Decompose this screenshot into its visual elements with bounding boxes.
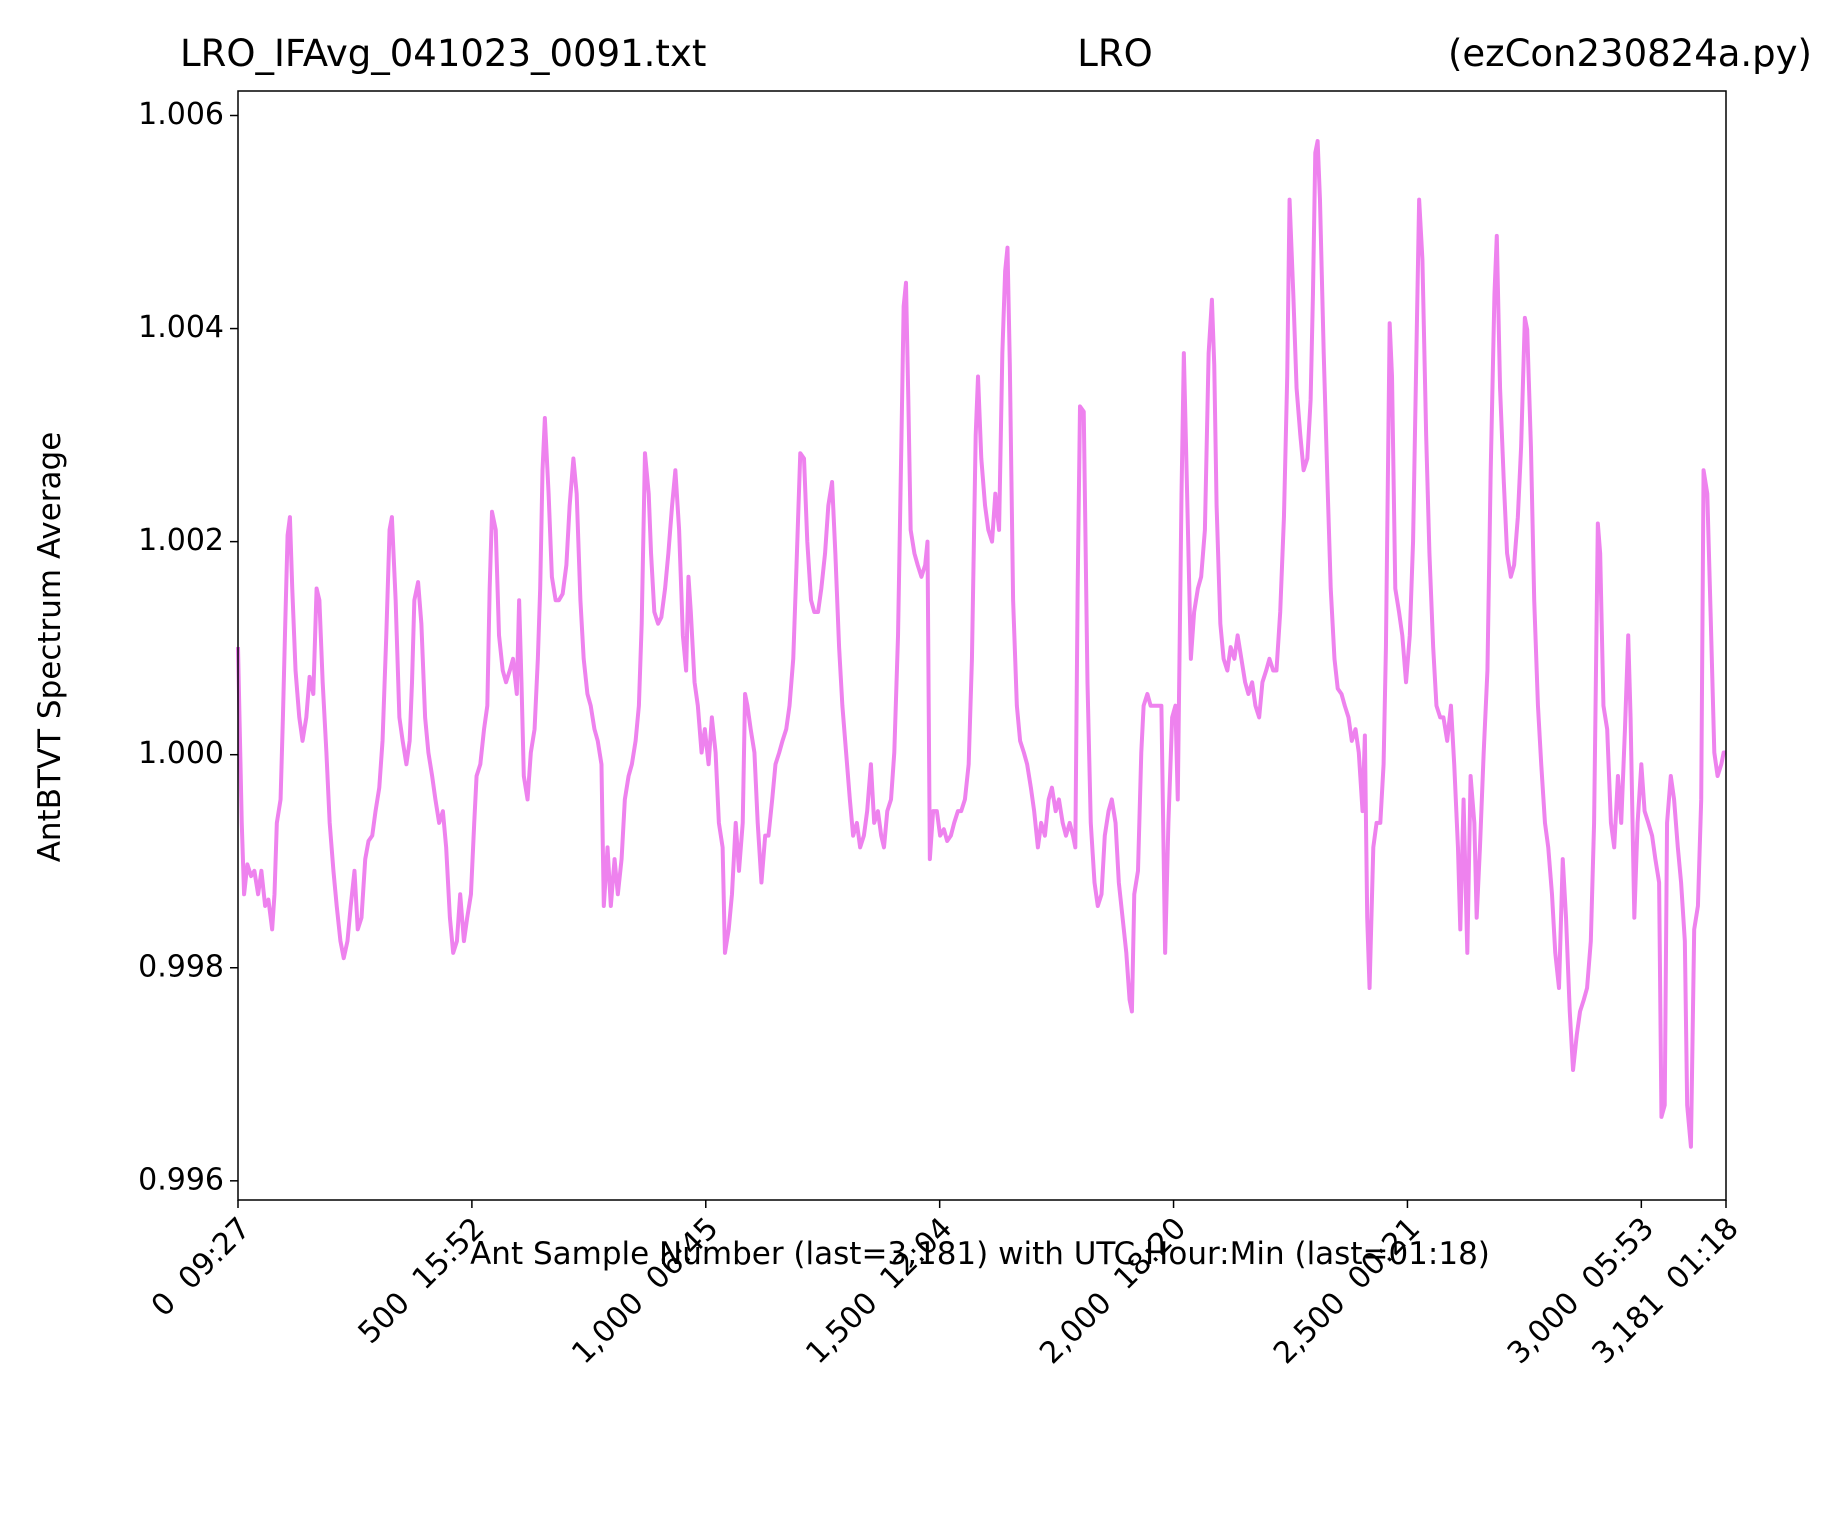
chart-title: (ezCon230824a.py) xyxy=(1448,32,1812,75)
x-axis-label: Ant Sample Number (last=3,181) with UTC … xyxy=(470,1236,1490,1272)
y-tick-label: 1.006 xyxy=(138,97,224,132)
y-tick-label: 0.996 xyxy=(138,1162,224,1197)
y-axis-label: AntBTVT Spectrum Average xyxy=(32,432,68,863)
y-tick-label: 1.004 xyxy=(138,310,224,345)
chart-title: LRO_IFAvg_041023_0091.txt xyxy=(180,32,706,75)
y-tick-label: 1.002 xyxy=(138,523,224,558)
plot-frame xyxy=(237,90,1727,1201)
data-line xyxy=(236,139,1726,1149)
y-tick-label: 0.998 xyxy=(138,949,224,984)
y-tick-label: 1.000 xyxy=(138,736,224,771)
chart-title: LRO xyxy=(1077,32,1152,75)
